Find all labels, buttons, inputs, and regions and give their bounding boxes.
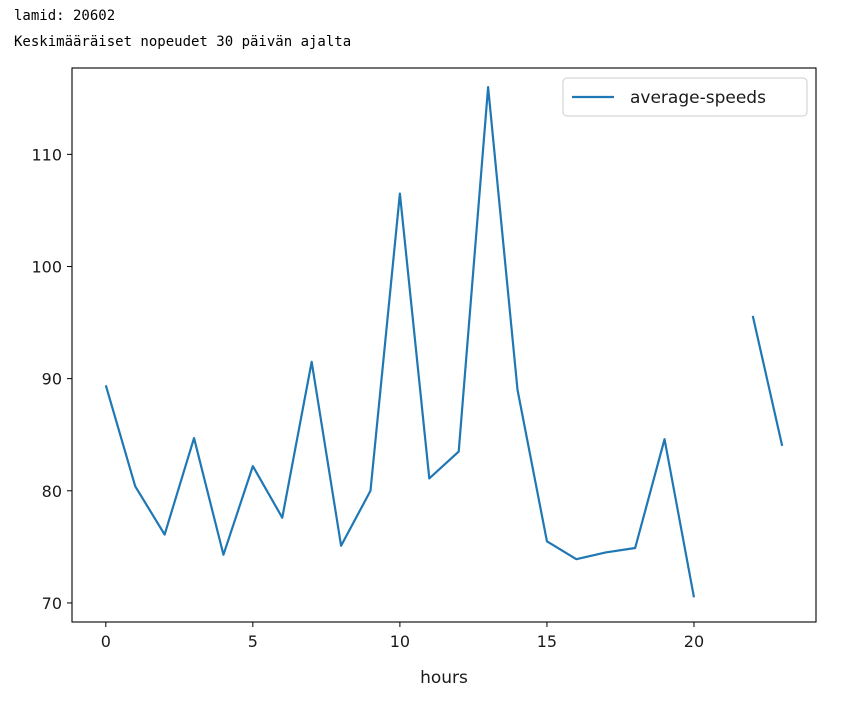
output-line-chart-caption: Keskimääräiset nopeudet 30 päivän ajalta — [14, 34, 352, 50]
x-tick-label: 10 — [390, 632, 410, 651]
legend-box — [562, 77, 808, 117]
x-axis-label: hours — [420, 668, 468, 688]
y-tick-label: 70 — [42, 594, 62, 613]
legend-label-average-speeds: average-speeds — [630, 88, 766, 108]
y-tick-label: 110 — [31, 145, 62, 164]
x-tick-label: 5 — [248, 632, 258, 651]
y-tick-label: 90 — [42, 370, 62, 389]
x-tick-label: 0 — [101, 632, 111, 651]
x-tick-label: 15 — [537, 632, 557, 651]
legend: average-speeds — [562, 77, 808, 117]
series-line-average-speeds — [104, 85, 784, 598]
y-tick-label: 100 — [31, 257, 62, 276]
axes-frame — [71, 67, 817, 623]
axis-ticks-layer: 0 5 10 15 20 70 80 90 100 110 — [31, 145, 704, 651]
x-tick-label: 20 — [684, 632, 704, 651]
y-tick-label: 80 — [42, 482, 62, 501]
output-line-lamid: lamid: 20602 — [14, 8, 116, 24]
